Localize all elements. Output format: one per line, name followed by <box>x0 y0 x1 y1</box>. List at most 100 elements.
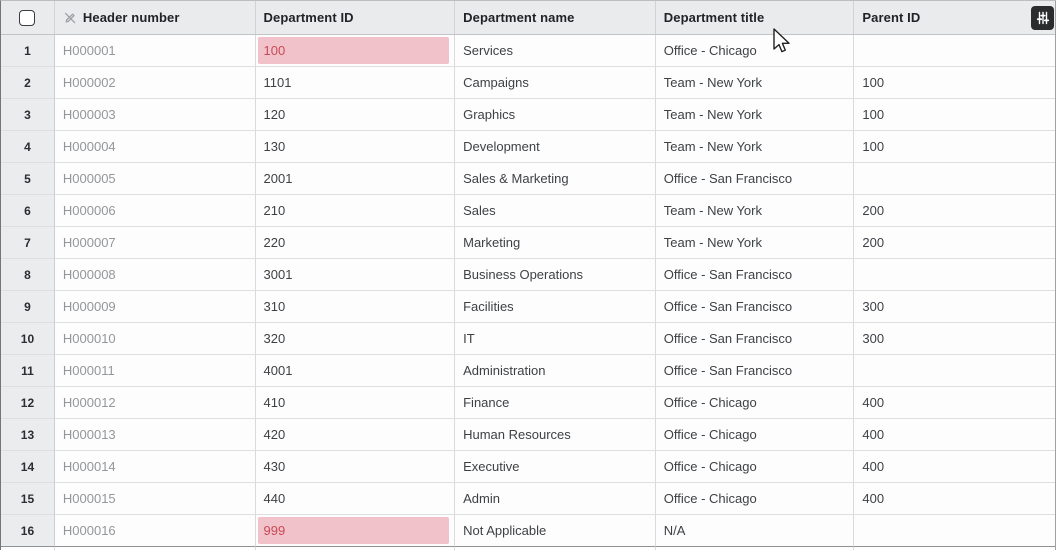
column-header-department-name[interactable]: Department name <box>455 1 656 34</box>
cell-parent-id[interactable]: 300 <box>854 323 1055 355</box>
cell-department-title[interactable]: Office - Chicago <box>655 387 855 419</box>
cell-parent-id[interactable]: 400 <box>854 451 1055 483</box>
row-number-cell[interactable]: 14 <box>1 451 55 483</box>
cell-header-number[interactable]: H000003 <box>54 99 256 131</box>
cell-department-title[interactable]: Team - New York <box>655 195 855 227</box>
cell-header-number[interactable]: H000014 <box>54 451 256 483</box>
cell-department-name[interactable]: Sales <box>455 195 656 227</box>
cell-parent-id[interactable]: 100 <box>854 131 1055 163</box>
cell-parent-id[interactable]: 100 <box>854 99 1055 131</box>
cell-department-id[interactable]: 220 <box>255 227 456 259</box>
cell-header-number[interactable]: H000007 <box>54 227 256 259</box>
cell-department-name[interactable]: Services <box>455 35 656 67</box>
row-number-cell[interactable]: 12 <box>1 387 55 419</box>
column-header-header-number[interactable]: Header number <box>55 1 256 34</box>
row-number-cell[interactable]: 16 <box>1 515 55 547</box>
cell-department-id[interactable]: 100 <box>255 35 456 67</box>
cell-header-number[interactable]: H000001 <box>54 35 256 67</box>
column-header-department-title[interactable]: Department title <box>656 1 855 34</box>
column-header-parent-id[interactable]: Parent ID <box>854 1 1055 34</box>
cell-header-number[interactable]: H000005 <box>54 163 256 195</box>
cell-department-id[interactable]: 320 <box>255 323 456 355</box>
cell-department-title[interactable]: Team - New York <box>655 99 855 131</box>
cell-header-number[interactable]: H000009 <box>54 291 256 323</box>
row-number-cell[interactable]: 11 <box>1 355 55 387</box>
cell-department-title[interactable]: Office - San Francisco <box>655 323 855 355</box>
cell-parent-id[interactable]: 400 <box>854 419 1055 451</box>
cell-department-id[interactable]: 2001 <box>255 163 456 195</box>
cell-department-title[interactable]: Team - New York <box>655 67 855 99</box>
cell-department-title[interactable]: Office - San Francisco <box>655 163 855 195</box>
cell-department-id[interactable]: 120 <box>255 99 456 131</box>
cell-header-number[interactable]: H000013 <box>54 419 256 451</box>
column-header-department-id[interactable]: Department ID <box>256 1 456 34</box>
cell-department-title[interactable]: Team - New York <box>655 131 855 163</box>
cell-header-number[interactable]: H000012 <box>54 387 256 419</box>
row-number-cell[interactable]: 10 <box>1 323 55 355</box>
cell-header-number[interactable]: H000016 <box>54 515 256 547</box>
cell-department-title[interactable]: Team - New York <box>655 227 855 259</box>
cell-header-number[interactable]: H000010 <box>54 323 256 355</box>
cell-department-id[interactable]: 4001 <box>255 355 456 387</box>
cell-department-id[interactable]: 310 <box>255 291 456 323</box>
cell-header-number[interactable]: H000015 <box>54 483 256 515</box>
cell-department-id[interactable]: 410 <box>255 387 456 419</box>
cell-parent-id[interactable] <box>854 515 1055 547</box>
cell-parent-id[interactable] <box>854 259 1055 291</box>
cell-parent-id[interactable]: 200 <box>854 195 1055 227</box>
cell-department-name[interactable]: Sales & Marketing <box>455 163 656 195</box>
cell-parent-id[interactable] <box>854 163 1055 195</box>
cell-header-number[interactable]: H000004 <box>54 131 256 163</box>
row-number-cell[interactable]: 4 <box>1 131 55 163</box>
cell-department-title[interactable]: Office - San Francisco <box>655 259 855 291</box>
cell-department-id[interactable]: 430 <box>255 451 456 483</box>
cell-department-id[interactable]: 999 <box>255 515 456 547</box>
row-number-cell[interactable]: 5 <box>1 163 55 195</box>
row-number-cell[interactable]: 15 <box>1 483 55 515</box>
row-number-cell[interactable]: 13 <box>1 419 55 451</box>
row-number-cell[interactable]: 9 <box>1 291 55 323</box>
cell-department-id[interactable]: 1101 <box>255 67 456 99</box>
cell-department-id[interactable]: 3001 <box>255 259 456 291</box>
cell-header-number[interactable]: H000011 <box>54 355 256 387</box>
cell-parent-id[interactable]: 400 <box>854 387 1055 419</box>
row-number-cell[interactable]: 1 <box>1 35 55 67</box>
cell-department-id[interactable]: 210 <box>255 195 456 227</box>
cell-department-id[interactable]: 440 <box>255 483 456 515</box>
cell-department-title[interactable]: Office - San Francisco <box>655 355 855 387</box>
cell-department-title[interactable]: Office - Chicago <box>655 419 855 451</box>
cell-department-title[interactable]: Office - Chicago <box>655 483 855 515</box>
cell-department-name[interactable]: Administration <box>455 355 656 387</box>
cell-department-name[interactable]: Marketing <box>455 227 656 259</box>
cell-header-number[interactable]: H000006 <box>54 195 256 227</box>
cell-department-id[interactable]: 420 <box>255 419 456 451</box>
cell-department-title[interactable]: Office - Chicago <box>655 451 855 483</box>
cell-department-name[interactable]: Admin <box>455 483 656 515</box>
select-all-checkbox[interactable] <box>19 9 36 26</box>
cell-parent-id[interactable]: 200 <box>854 227 1055 259</box>
cell-department-name[interactable]: Human Resources <box>455 419 656 451</box>
cell-parent-id[interactable] <box>854 35 1055 67</box>
cell-parent-id[interactable] <box>854 355 1055 387</box>
cell-department-name[interactable]: Business Operations <box>455 259 656 291</box>
cell-department-name[interactable]: Not Applicable <box>455 515 656 547</box>
cell-parent-id[interactable]: 100 <box>854 67 1055 99</box>
cell-department-title[interactable]: N/A <box>655 515 855 547</box>
cell-header-number[interactable]: H000008 <box>54 259 256 291</box>
cell-department-name[interactable]: Graphics <box>455 99 656 131</box>
row-number-cell[interactable]: 8 <box>1 259 55 291</box>
cell-department-id[interactable]: 130 <box>255 131 456 163</box>
cell-parent-id[interactable]: 400 <box>854 483 1055 515</box>
cell-department-title[interactable]: Office - San Francisco <box>655 291 855 323</box>
row-number-cell[interactable]: 6 <box>1 195 55 227</box>
row-number-cell[interactable]: 2 <box>1 67 55 99</box>
cell-department-name[interactable]: Development <box>455 131 656 163</box>
cell-parent-id[interactable]: 300 <box>854 291 1055 323</box>
cell-department-title[interactable]: Office - Chicago <box>655 35 855 67</box>
cell-header-number[interactable]: H000002 <box>54 67 256 99</box>
row-number-cell[interactable]: 7 <box>1 227 55 259</box>
cell-department-name[interactable]: IT <box>455 323 656 355</box>
cell-department-name[interactable]: Campaigns <box>455 67 656 99</box>
cell-department-name[interactable]: Facilities <box>455 291 656 323</box>
row-number-cell[interactable]: 3 <box>1 99 55 131</box>
